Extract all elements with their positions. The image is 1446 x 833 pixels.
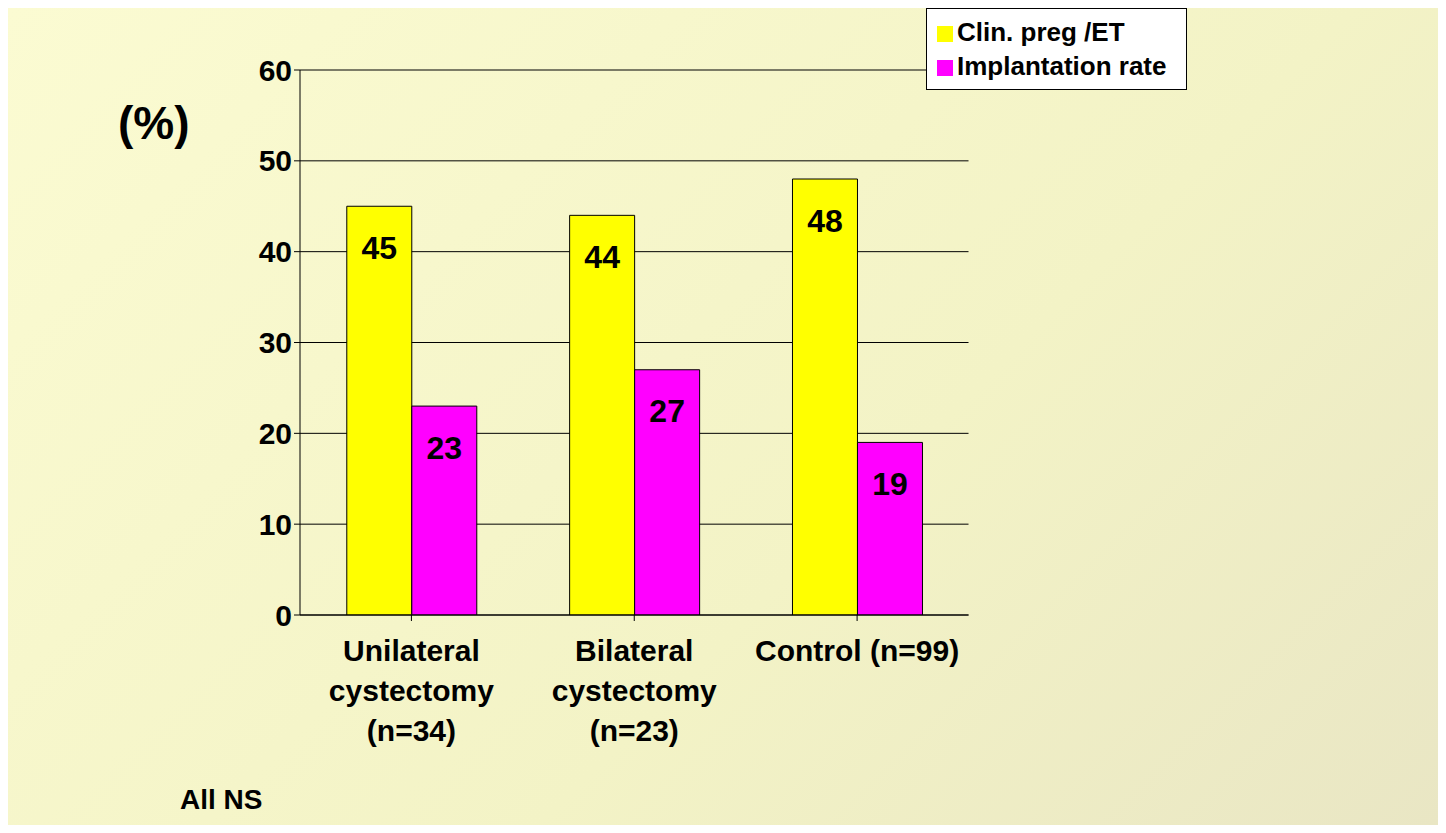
svg-text:10: 10 (259, 508, 292, 541)
svg-text:45: 45 (361, 230, 397, 266)
svg-text:Unilateralcystectomy(n=34): Unilateralcystectomy(n=34) (329, 634, 494, 747)
svg-text:Bilateralcystectomy(n=23): Bilateralcystectomy(n=23) (552, 634, 717, 747)
svg-text:19: 19 (872, 466, 908, 502)
svg-text:50: 50 (259, 144, 292, 177)
html-text:All NS: All NS (180, 784, 263, 815)
svg-text:Control (n=99): Control (n=99) (755, 634, 959, 667)
svg-text:0: 0 (275, 599, 292, 632)
svg-text:23: 23 (426, 430, 462, 466)
svg-text:27: 27 (649, 393, 685, 429)
svg-text:20: 20 (259, 417, 292, 450)
svg-text:40: 40 (259, 235, 292, 268)
svg-text:48: 48 (807, 203, 843, 239)
svg-text:60: 60 (259, 54, 292, 87)
svg-text:30: 30 (259, 326, 292, 359)
html-text:Clin. preg /ET: Clin. preg /ET (957, 17, 1125, 47)
html-text:Implantation rate: Implantation rate (957, 51, 1167, 81)
svg-text:44: 44 (584, 239, 620, 275)
